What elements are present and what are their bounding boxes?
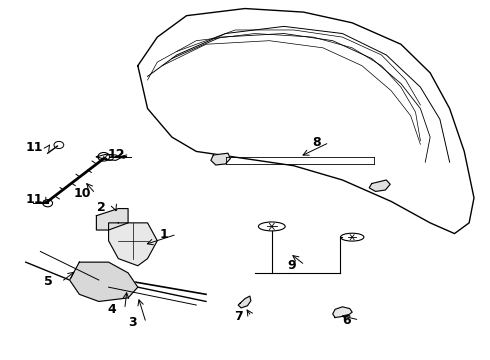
Text: 12: 12 <box>108 148 125 161</box>
Polygon shape <box>211 153 230 165</box>
Text: 4: 4 <box>107 303 116 316</box>
Polygon shape <box>333 307 352 318</box>
Polygon shape <box>97 208 128 230</box>
Polygon shape <box>238 296 251 308</box>
Circle shape <box>381 184 387 188</box>
Text: 11: 11 <box>26 193 43 206</box>
Text: 6: 6 <box>342 314 351 327</box>
Text: 8: 8 <box>312 136 320 149</box>
Text: 11: 11 <box>26 141 43 154</box>
Text: 1: 1 <box>159 228 168 241</box>
Polygon shape <box>369 180 390 192</box>
Text: 10: 10 <box>74 187 91 200</box>
Circle shape <box>221 156 227 160</box>
Text: 9: 9 <box>288 258 296 271</box>
Text: 3: 3 <box>129 316 137 329</box>
Text: 5: 5 <box>44 275 52 288</box>
Text: 2: 2 <box>98 201 106 214</box>
Polygon shape <box>70 262 138 301</box>
Polygon shape <box>109 223 157 266</box>
Text: 7: 7 <box>234 310 243 323</box>
